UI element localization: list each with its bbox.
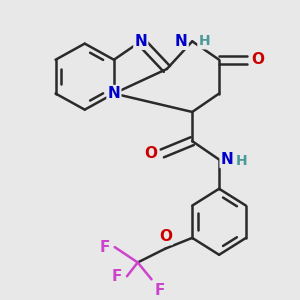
Text: F: F bbox=[112, 269, 122, 284]
Text: O: O bbox=[145, 146, 158, 161]
Text: H: H bbox=[198, 34, 210, 48]
Text: N: N bbox=[134, 34, 147, 49]
Text: N: N bbox=[220, 152, 233, 167]
Text: F: F bbox=[154, 283, 165, 298]
Text: F: F bbox=[100, 240, 110, 255]
Text: O: O bbox=[251, 52, 264, 67]
Text: H: H bbox=[236, 154, 248, 168]
Text: O: O bbox=[159, 229, 172, 244]
Text: N: N bbox=[175, 34, 188, 49]
Text: N: N bbox=[107, 86, 120, 101]
